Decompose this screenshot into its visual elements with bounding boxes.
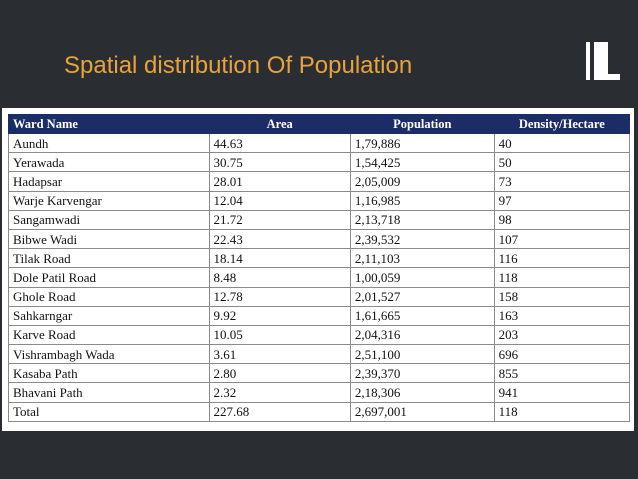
cell-density: 118 [493, 267, 631, 288]
table-row: Tilak Road 18.14 2,11,103 116 [8, 248, 631, 269]
cell-area: 3.61 [208, 344, 351, 365]
cell-population: 1,54,425 [349, 152, 495, 173]
header-ward-name: Ward Name [8, 114, 210, 134]
header-population: Population [349, 114, 495, 134]
cell-density: 40 [493, 132, 631, 154]
cell-population: 1,79,886 [349, 132, 495, 154]
cell-density: 855 [493, 363, 631, 384]
cell-area: 2.80 [208, 363, 351, 384]
cell-ward-name: Bhavani Path [8, 382, 210, 403]
cell-ward-name: Ghole Road [8, 286, 210, 307]
logo-bar [608, 74, 620, 80]
table-row: Sangamwadi 21.72 2,13,718 98 [8, 209, 631, 230]
cell-population: 2,39,370 [349, 363, 495, 384]
table-row: Kasaba Path 2.80 2,39,370 855 [8, 363, 631, 384]
table-total-row: Total 227.68 2,697,001 118 [8, 401, 631, 422]
population-table: Ward Name Area Population Density/Hectar… [8, 114, 631, 422]
cell-ward-name: Karve Road [8, 324, 210, 346]
cell-area: 21.72 [208, 209, 351, 230]
table-row: Sahkarngar 9.92 1,61,665 163 [8, 305, 631, 326]
cell-area: 18.14 [208, 248, 351, 269]
cell-ward-name: Warje Karvengar [8, 190, 210, 211]
cell-density: 73 [493, 171, 631, 192]
header-area: Area [208, 114, 351, 134]
cell-area: 2.32 [208, 382, 351, 403]
cell-population: 1,61,665 [349, 305, 495, 326]
cell-area: 30.75 [208, 152, 351, 173]
cell-ward-name: Yerawada [8, 152, 210, 173]
cell-density: 163 [493, 305, 631, 326]
table-header-row: Ward Name Area Population Density/Hectar… [8, 114, 631, 134]
cell-density: 97 [493, 190, 631, 211]
table-row: Karve Road 10.05 2,04,316 203 [8, 324, 631, 346]
cell-density: 107 [493, 228, 631, 250]
table-row: Aundh 44.63 1,79,886 40 [8, 132, 631, 154]
table-frame: Ward Name Area Population Density/Hectar… [2, 108, 634, 431]
table-row: Hadapsar 28.01 2,05,009 73 [8, 171, 631, 192]
cell-area: 10.05 [208, 324, 351, 346]
table-row: Dole Patil Road 8.48 1,00,059 118 [8, 267, 631, 288]
cell-density: 118 [493, 401, 631, 422]
cell-ward-name: Vishrambagh Wada [8, 344, 210, 365]
cell-population: 2,13,718 [349, 209, 495, 230]
cell-population: 2,39,532 [349, 228, 495, 250]
cell-population: 2,697,001 [349, 401, 495, 422]
cell-population: 2,18,306 [349, 382, 495, 403]
cell-area: 22.43 [208, 228, 351, 250]
cell-ward-name: Sahkarngar [8, 305, 210, 326]
table-row: Warje Karvengar 12.04 1,16,985 97 [8, 190, 631, 211]
cell-area: 227.68 [208, 401, 351, 422]
cell-population: 2,51,100 [349, 344, 495, 365]
cell-density: 203 [493, 324, 631, 346]
cell-population: 2,05,009 [349, 171, 495, 192]
slide-title: Spatial distribution Of Population [64, 52, 413, 79]
cell-area: 12.04 [208, 190, 351, 211]
cell-ward-name: Dole Patil Road [8, 267, 210, 288]
logo-mark-icon [586, 42, 626, 80]
logo-bar [594, 42, 608, 80]
cell-ward-name: Bibwe Wadi [8, 228, 210, 250]
cell-population: 2,11,103 [349, 248, 495, 269]
table-row: Vishrambagh Wada 3.61 2,51,100 696 [8, 344, 631, 365]
cell-population: 2,04,316 [349, 324, 495, 346]
cell-density: 116 [493, 248, 631, 269]
cell-density: 98 [493, 209, 631, 230]
cell-ward-name: Kasaba Path [8, 363, 210, 384]
cell-area: 28.01 [208, 171, 351, 192]
table-row: Bhavani Path 2.32 2,18,306 941 [8, 382, 631, 403]
cell-density: 50 [493, 152, 631, 173]
cell-ward-name: Sangamwadi [8, 209, 210, 230]
cell-population: 1,16,985 [349, 190, 495, 211]
table-row: Yerawada 30.75 1,54,425 50 [8, 152, 631, 173]
cell-area: 8.48 [208, 267, 351, 288]
cell-ward-name: Hadapsar [8, 171, 210, 192]
logo-bar [586, 42, 590, 80]
table-row: Ghole Road 12.78 2,01,527 158 [8, 286, 631, 307]
table-row: Bibwe Wadi 22.43 2,39,532 107 [8, 228, 631, 250]
cell-ward-name: Total [8, 401, 210, 422]
cell-density: 696 [493, 344, 631, 365]
cell-density: 941 [493, 382, 631, 403]
cell-area: 12.78 [208, 286, 351, 307]
cell-ward-name: Aundh [8, 132, 210, 154]
cell-ward-name: Tilak Road [8, 248, 210, 269]
cell-population: 2,01,527 [349, 286, 495, 307]
cell-population: 1,00,059 [349, 267, 495, 288]
header-density: Density/Hectare [493, 114, 631, 134]
cell-density: 158 [493, 286, 631, 307]
cell-area: 9.92 [208, 305, 351, 326]
cell-area: 44.63 [208, 132, 351, 154]
